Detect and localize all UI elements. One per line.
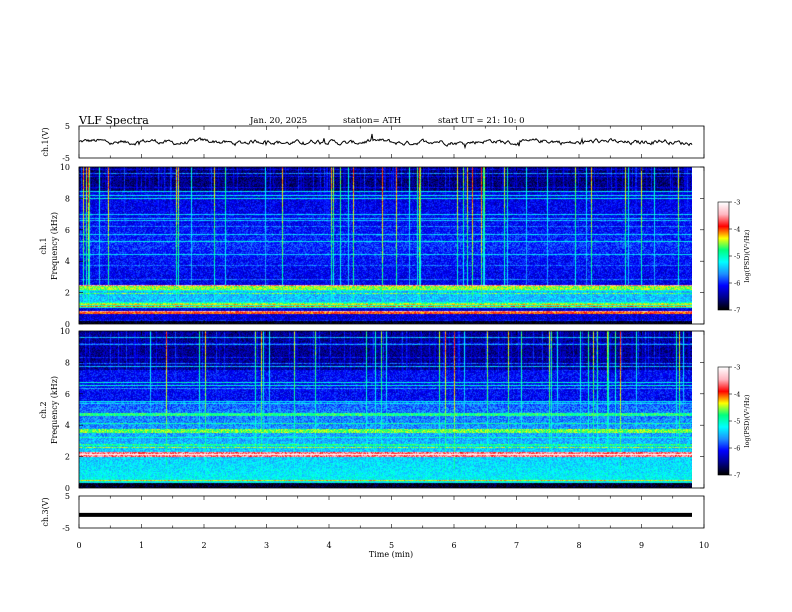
ch1-ylabel: ch.1(V) [41,127,50,156]
station-label: station= ATH [343,116,401,126]
ch1-colorbar-gradient [718,202,729,310]
time-tick-label: 4 [326,541,331,550]
time-tick-label: 9 [639,541,644,550]
ch1-spec-channel-label: ch.1 [39,237,48,254]
start-time-label: start UT = 21: 10: 0 [438,116,525,126]
cbar1-tick-label: -6 [734,280,740,288]
time-tick-label: 0 [76,541,81,550]
time-axis-ticklabels: 0 1 2 3 4 5 6 7 8 9 10 [76,541,709,550]
ch2-spectrogram-panel: ch.2 Frequency (kHz) 0 2 4 6 8 10 -3 -4 -5 -6 -7 … [39,327,751,493]
time-tick-label: 5 [389,541,394,550]
ch1-spectrogram [79,167,692,324]
ch1-colorbar-ticks: -3 -4 -5 -6 -7 [729,199,740,315]
ch1-colorbar: -3 -4 -5 -6 -7 log(PSD)(V²/Hz) [717,199,751,315]
time-tick-label: 6 [451,541,456,550]
time-tick-label: 7 [514,541,519,550]
ch3-ylabel: ch.3(V) [41,497,50,526]
cbar2-tick-label: -4 [734,391,740,399]
cbar2-tick-label: -3 [734,364,740,372]
ch1-spec-ylabel: Frequency (kHz) [50,212,59,280]
ch3-panel: ch.3(V) 5 -5 0 1 2 3 4 5 6 7 8 9 10 Time (min) [41,492,709,559]
spec2-y-tick-label: 2 [65,453,70,462]
ch1-xticks [78,126,705,158]
time-axis-label: Time (min) [369,550,413,559]
cbar2-tick-label: -5 [734,418,740,426]
cbar1-tick-label: -5 [734,253,740,261]
time-tick-label: 10 [699,541,709,550]
ch1-ytick-top: 5 [65,122,70,131]
spec2-y-tick-label: 6 [65,390,70,399]
cbar1-tick-label: -7 [734,307,740,315]
spec2-y-tick-label: 4 [65,421,70,430]
cbar2-tick-label: -7 [734,472,740,480]
ch3-xticks [78,496,705,528]
ch2-spec-xticks [78,331,705,488]
ch1-signal-trace [78,133,693,150]
spec1-y-tick-label: 6 [65,226,70,235]
ch1-colorbar-label: log(PSD)(V²/Hz) [743,229,751,282]
cbar1-tick-label: -4 [734,226,740,234]
spec1-y-tick-label: 4 [65,257,70,266]
ch1-spectrogram-panel: ch.1 Frequency (kHz) 0 2 4 6 8 10 -3 -4 -5 -6 -7 … [39,163,751,329]
ch1-ytick-bottom: -5 [62,154,70,163]
ch1-panel: ch.1(V) 5 -5 [41,122,705,163]
time-tick-label: 2 [201,541,206,550]
time-tick-label: 3 [264,541,269,550]
ch2-spectrogram [79,331,692,488]
date-label: Jan. 20, 2025 [249,116,307,126]
time-tick-label: 1 [139,541,144,550]
spec2-y-tick-label: 10 [60,327,70,336]
time-tick-label: 8 [576,541,581,550]
ch1-spec-xticks [78,167,705,324]
ch3-ytick-bottom: -5 [62,524,70,533]
ch2-spec-yticks: 0 2 4 6 8 10 [60,327,704,493]
spec1-y-tick-label: 0 [65,320,70,329]
cbar2-tick-label: -6 [734,445,740,453]
ch1-spec-yticks: 0 2 4 6 8 10 [60,163,704,329]
ch2-colorbar-gradient [718,367,729,475]
ch2-colorbar-ticks: -3 -4 -5 -6 -7 [729,364,740,480]
figure-title: VLF Spectra [78,114,149,127]
ch3-ytick-top: 5 [65,492,70,501]
spec2-y-tick-label: 0 [65,484,70,493]
spec1-y-tick-label: 10 [60,163,70,172]
spec1-y-tick-label: 2 [65,289,70,298]
ch3-frame [78,495,705,529]
cbar1-tick-label: -3 [734,199,740,207]
ch2-colorbar-label: log(PSD)(V²/Hz) [743,394,751,447]
spec2-y-tick-label: 8 [65,358,70,367]
ch2-spec-ylabel: Frequency (kHz) [50,376,59,444]
ch2-colorbar: -3 -4 -5 -6 -7 log(PSD)(V²/Hz) [717,364,751,480]
ch2-spec-channel-label: ch.2 [39,401,48,418]
spec1-y-tick-label: 8 [65,194,70,203]
